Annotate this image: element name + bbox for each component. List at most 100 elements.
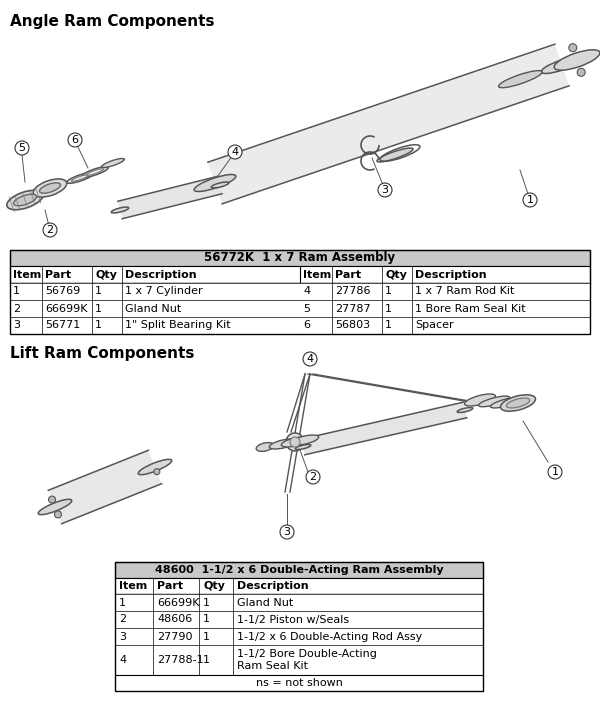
Ellipse shape: [111, 207, 129, 213]
Text: Gland Nut: Gland Nut: [237, 598, 293, 608]
Text: 66699K: 66699K: [45, 304, 88, 314]
Ellipse shape: [491, 397, 521, 408]
Ellipse shape: [82, 167, 108, 177]
Ellipse shape: [464, 394, 496, 406]
Ellipse shape: [138, 459, 172, 474]
Text: 1: 1: [385, 286, 392, 296]
Bar: [115, 562, 483, 691]
Text: Description: Description: [125, 270, 197, 280]
Text: 4: 4: [232, 147, 239, 157]
Bar: [115, 611, 483, 628]
Circle shape: [577, 68, 585, 76]
Text: 48600  1-1/2 x 6 Double-Acting Ram Assembly: 48600 1-1/2 x 6 Double-Acting Ram Assemb…: [155, 565, 443, 575]
Text: 6: 6: [303, 321, 310, 330]
Text: 1: 1: [95, 321, 102, 330]
Ellipse shape: [40, 183, 61, 193]
Text: 27788-1: 27788-1: [157, 655, 203, 665]
Text: 56772K  1 x 7 Ram Assembly: 56772K 1 x 7 Ram Assembly: [205, 252, 395, 265]
Circle shape: [15, 141, 29, 155]
Text: 1: 1: [385, 304, 392, 314]
Text: Qty: Qty: [385, 270, 407, 280]
Bar: [10, 250, 590, 334]
Text: Angle Ram Components: Angle Ram Components: [10, 14, 215, 29]
Text: 3: 3: [284, 527, 290, 537]
Text: 2: 2: [119, 614, 126, 624]
Text: 3: 3: [382, 185, 389, 195]
Text: 4: 4: [119, 655, 126, 665]
Ellipse shape: [194, 174, 236, 192]
Text: 2: 2: [46, 225, 53, 235]
Text: 2: 2: [310, 472, 317, 482]
Text: 56769: 56769: [45, 286, 80, 296]
Circle shape: [303, 352, 317, 366]
Bar: [10, 283, 590, 300]
Text: 27787: 27787: [335, 304, 371, 314]
Ellipse shape: [33, 179, 67, 197]
Text: 1: 1: [95, 286, 102, 296]
Circle shape: [306, 470, 320, 484]
Text: 1: 1: [119, 598, 126, 608]
Text: 1-1/2 Bore Double-Acting: 1-1/2 Bore Double-Acting: [237, 649, 377, 659]
Circle shape: [569, 44, 577, 52]
Text: 66699K: 66699K: [157, 598, 199, 608]
Text: 48606: 48606: [157, 614, 192, 624]
Text: 5: 5: [303, 304, 310, 314]
Ellipse shape: [377, 148, 413, 162]
Bar: [10, 250, 590, 266]
Bar: [10, 266, 590, 283]
Text: ns = not shown: ns = not shown: [256, 678, 343, 688]
Ellipse shape: [499, 71, 542, 88]
Text: Part: Part: [157, 581, 183, 591]
Text: 6: 6: [71, 135, 79, 145]
Ellipse shape: [269, 439, 296, 449]
Text: Item: Item: [119, 581, 147, 591]
Text: 1-1/2 Piston w/Seals: 1-1/2 Piston w/Seals: [237, 614, 349, 624]
Ellipse shape: [101, 159, 124, 167]
Ellipse shape: [457, 407, 473, 412]
Ellipse shape: [541, 56, 583, 74]
Text: 1 Bore Ram Seal Kit: 1 Bore Ram Seal Kit: [415, 304, 526, 314]
Ellipse shape: [479, 396, 509, 407]
Polygon shape: [301, 402, 467, 455]
Circle shape: [43, 223, 57, 237]
Text: Item: Item: [13, 270, 41, 280]
Text: 4: 4: [303, 286, 310, 296]
Text: Qty: Qty: [95, 270, 117, 280]
Text: Ram Seal Kit: Ram Seal Kit: [237, 661, 308, 671]
Text: 27790: 27790: [157, 632, 193, 642]
Bar: [115, 562, 483, 578]
Circle shape: [378, 183, 392, 197]
Text: 1: 1: [551, 467, 559, 477]
Bar: [115, 594, 483, 611]
Circle shape: [280, 525, 294, 539]
Ellipse shape: [7, 190, 43, 210]
Ellipse shape: [295, 445, 311, 449]
Text: 4: 4: [307, 354, 314, 364]
Circle shape: [49, 496, 56, 503]
Ellipse shape: [292, 435, 319, 445]
Text: 3: 3: [13, 321, 20, 330]
Ellipse shape: [286, 433, 304, 451]
Polygon shape: [208, 44, 569, 204]
Ellipse shape: [554, 50, 600, 70]
Ellipse shape: [211, 182, 229, 188]
Text: 1-1/2 x 6 Double-Acting Rod Assy: 1-1/2 x 6 Double-Acting Rod Assy: [237, 632, 422, 642]
Text: Gland Nut: Gland Nut: [125, 304, 181, 314]
Ellipse shape: [256, 443, 274, 451]
Circle shape: [548, 465, 562, 479]
Ellipse shape: [71, 174, 89, 181]
Text: 1" Split Bearing Kit: 1" Split Bearing Kit: [125, 321, 230, 330]
Ellipse shape: [281, 437, 308, 447]
Circle shape: [154, 469, 160, 474]
Ellipse shape: [86, 169, 104, 175]
Text: 1 x 7 Ram Rod Kit: 1 x 7 Ram Rod Kit: [415, 286, 514, 296]
Circle shape: [228, 145, 242, 159]
Text: Description: Description: [237, 581, 308, 591]
Bar: [10, 317, 590, 334]
Text: 2: 2: [13, 304, 20, 314]
Bar: [10, 300, 590, 317]
Circle shape: [523, 193, 537, 207]
Text: 1: 1: [527, 195, 533, 205]
Polygon shape: [49, 451, 161, 523]
Polygon shape: [118, 176, 222, 218]
